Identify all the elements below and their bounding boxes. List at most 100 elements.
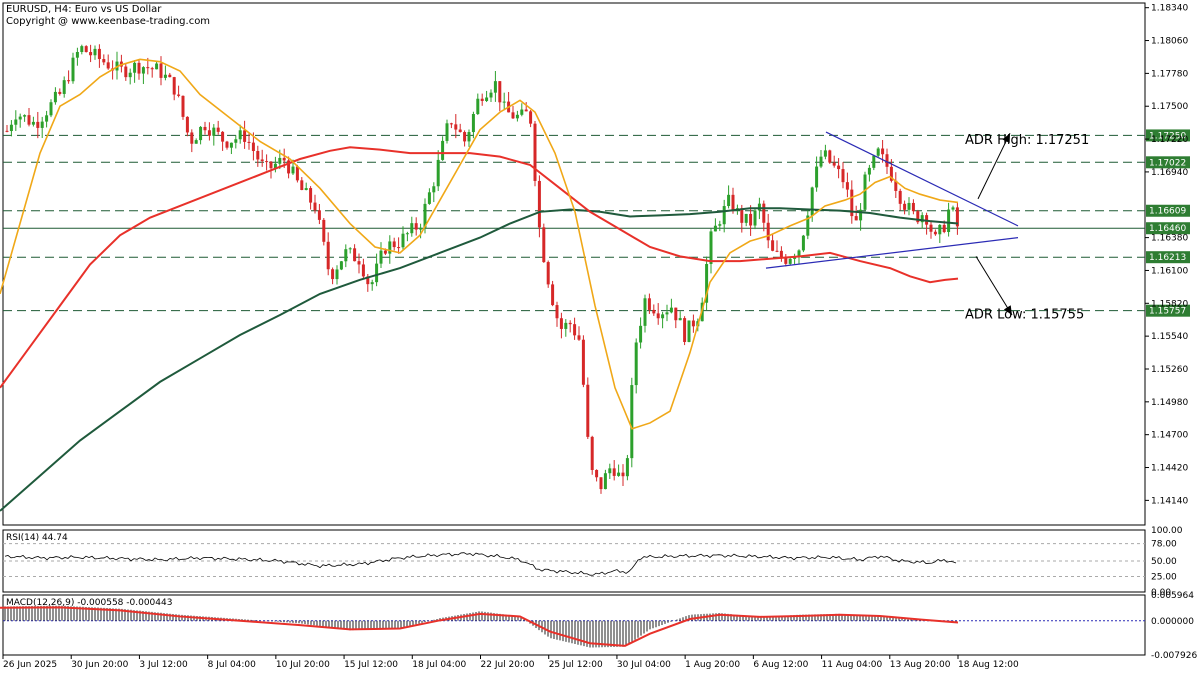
x-tick-label: 15 Jul 12:00 — [344, 660, 398, 670]
ma-slow-line — [0, 207, 959, 512]
y-tick-label: 1.14980 — [1151, 398, 1188, 408]
candle-body — [639, 325, 643, 343]
candle-body — [432, 186, 436, 193]
arrow-shaft — [975, 256, 1013, 316]
candle-body — [89, 52, 93, 56]
candle-body — [313, 202, 317, 211]
candle-body — [93, 48, 97, 56]
candle-body — [546, 262, 550, 285]
candle-body — [551, 284, 555, 306]
x-tick-label: 8 Jul 04:00 — [208, 660, 257, 670]
candle-body — [370, 282, 374, 285]
candle-body — [907, 202, 911, 210]
candle-body — [581, 339, 585, 385]
y-tick-label: 1.16380 — [1151, 234, 1188, 244]
candle-body — [955, 207, 959, 227]
main-panel-frame — [2, 2, 1146, 526]
chart-copyright: Copyright @ www.keenbase-trading.com — [6, 16, 211, 27]
candle-body — [419, 227, 423, 230]
candle-body — [797, 250, 801, 257]
candle-body — [221, 131, 225, 142]
candle-body — [854, 216, 858, 221]
candle-body — [181, 95, 185, 117]
x-tick-label: 6 Aug 12:00 — [753, 660, 808, 670]
candle-body — [502, 101, 506, 103]
candle-body — [207, 130, 211, 136]
candle-body — [392, 241, 396, 248]
level-tag: 1.17022 — [1149, 158, 1186, 168]
x-tick-label: 22 Jul 20:00 — [481, 660, 535, 670]
rsi-tick-label: 0.00 — [1151, 588, 1171, 598]
candle-body — [885, 154, 889, 167]
candle-body — [568, 322, 572, 325]
candle-body — [441, 140, 445, 160]
candle-body — [947, 209, 951, 233]
candle-body — [317, 210, 321, 220]
candle-body — [273, 163, 277, 169]
candle-body — [414, 223, 418, 230]
y-tick-label: 1.18340 — [1151, 4, 1188, 14]
candle-body — [27, 115, 31, 125]
candle-body — [229, 142, 233, 148]
rsi-tick-label: 78.00 — [1151, 540, 1177, 550]
candle-body — [339, 261, 343, 270]
candle-body — [260, 159, 264, 162]
candle-body — [361, 264, 365, 277]
candle-body — [172, 77, 176, 95]
candle-body — [40, 121, 44, 128]
candle-body — [476, 98, 480, 115]
candle-body — [612, 468, 616, 476]
y-tick-label: 1.17780 — [1151, 69, 1188, 79]
candle-body — [445, 123, 449, 141]
candle-body — [331, 269, 335, 280]
candle-body — [634, 342, 638, 386]
candle-body — [155, 63, 159, 70]
candle-body — [753, 210, 757, 226]
candle-body — [942, 224, 946, 233]
candle-body — [357, 261, 361, 265]
candle-body — [779, 250, 783, 258]
x-tick-label: 30 Jul 04:00 — [617, 660, 671, 670]
candle-body — [379, 250, 383, 264]
annotation-label: ADR Low: 1.15755 — [965, 308, 1084, 323]
candle-body — [903, 203, 907, 210]
candle-body — [911, 202, 915, 212]
candle-body — [388, 241, 392, 254]
level-tag: 1.17250 — [1149, 131, 1186, 141]
candle-body — [282, 157, 286, 161]
candle-body — [815, 166, 819, 188]
candle-body — [705, 264, 709, 303]
candle-body — [687, 320, 691, 342]
y-tick-label: 1.17500 — [1151, 102, 1188, 112]
candle-body — [683, 318, 687, 342]
macd-tick-label: -0.007926 — [1151, 651, 1197, 661]
candle-body — [287, 160, 291, 174]
candle-body — [740, 208, 744, 223]
candle-body — [603, 473, 607, 490]
channel-line — [765, 237, 1019, 269]
arrow-shaft — [977, 132, 1011, 200]
candle-body — [84, 46, 88, 53]
candle-body — [71, 57, 75, 82]
candle-body — [203, 126, 207, 131]
candle-body — [713, 225, 717, 232]
candle-body — [304, 188, 308, 190]
candle-body — [801, 235, 805, 251]
candle-body — [150, 68, 154, 70]
candle-body — [669, 307, 673, 313]
rsi-label: RSI(14) 44.74 — [6, 533, 68, 543]
y-tick-label: 1.15820 — [1151, 299, 1188, 309]
candle-body — [427, 192, 431, 204]
candle-body — [124, 66, 128, 78]
candle-body — [577, 335, 581, 340]
candle-body — [661, 314, 665, 319]
candle-body — [36, 121, 40, 128]
candle-body — [493, 81, 497, 93]
rsi-line — [4, 552, 957, 576]
candle-body — [872, 155, 876, 168]
level-tag-bg — [1146, 156, 1190, 169]
arrow-head — [1002, 133, 1010, 144]
level-tag-bg — [1146, 304, 1190, 317]
candle-body — [185, 116, 189, 133]
candle-body — [859, 209, 863, 221]
